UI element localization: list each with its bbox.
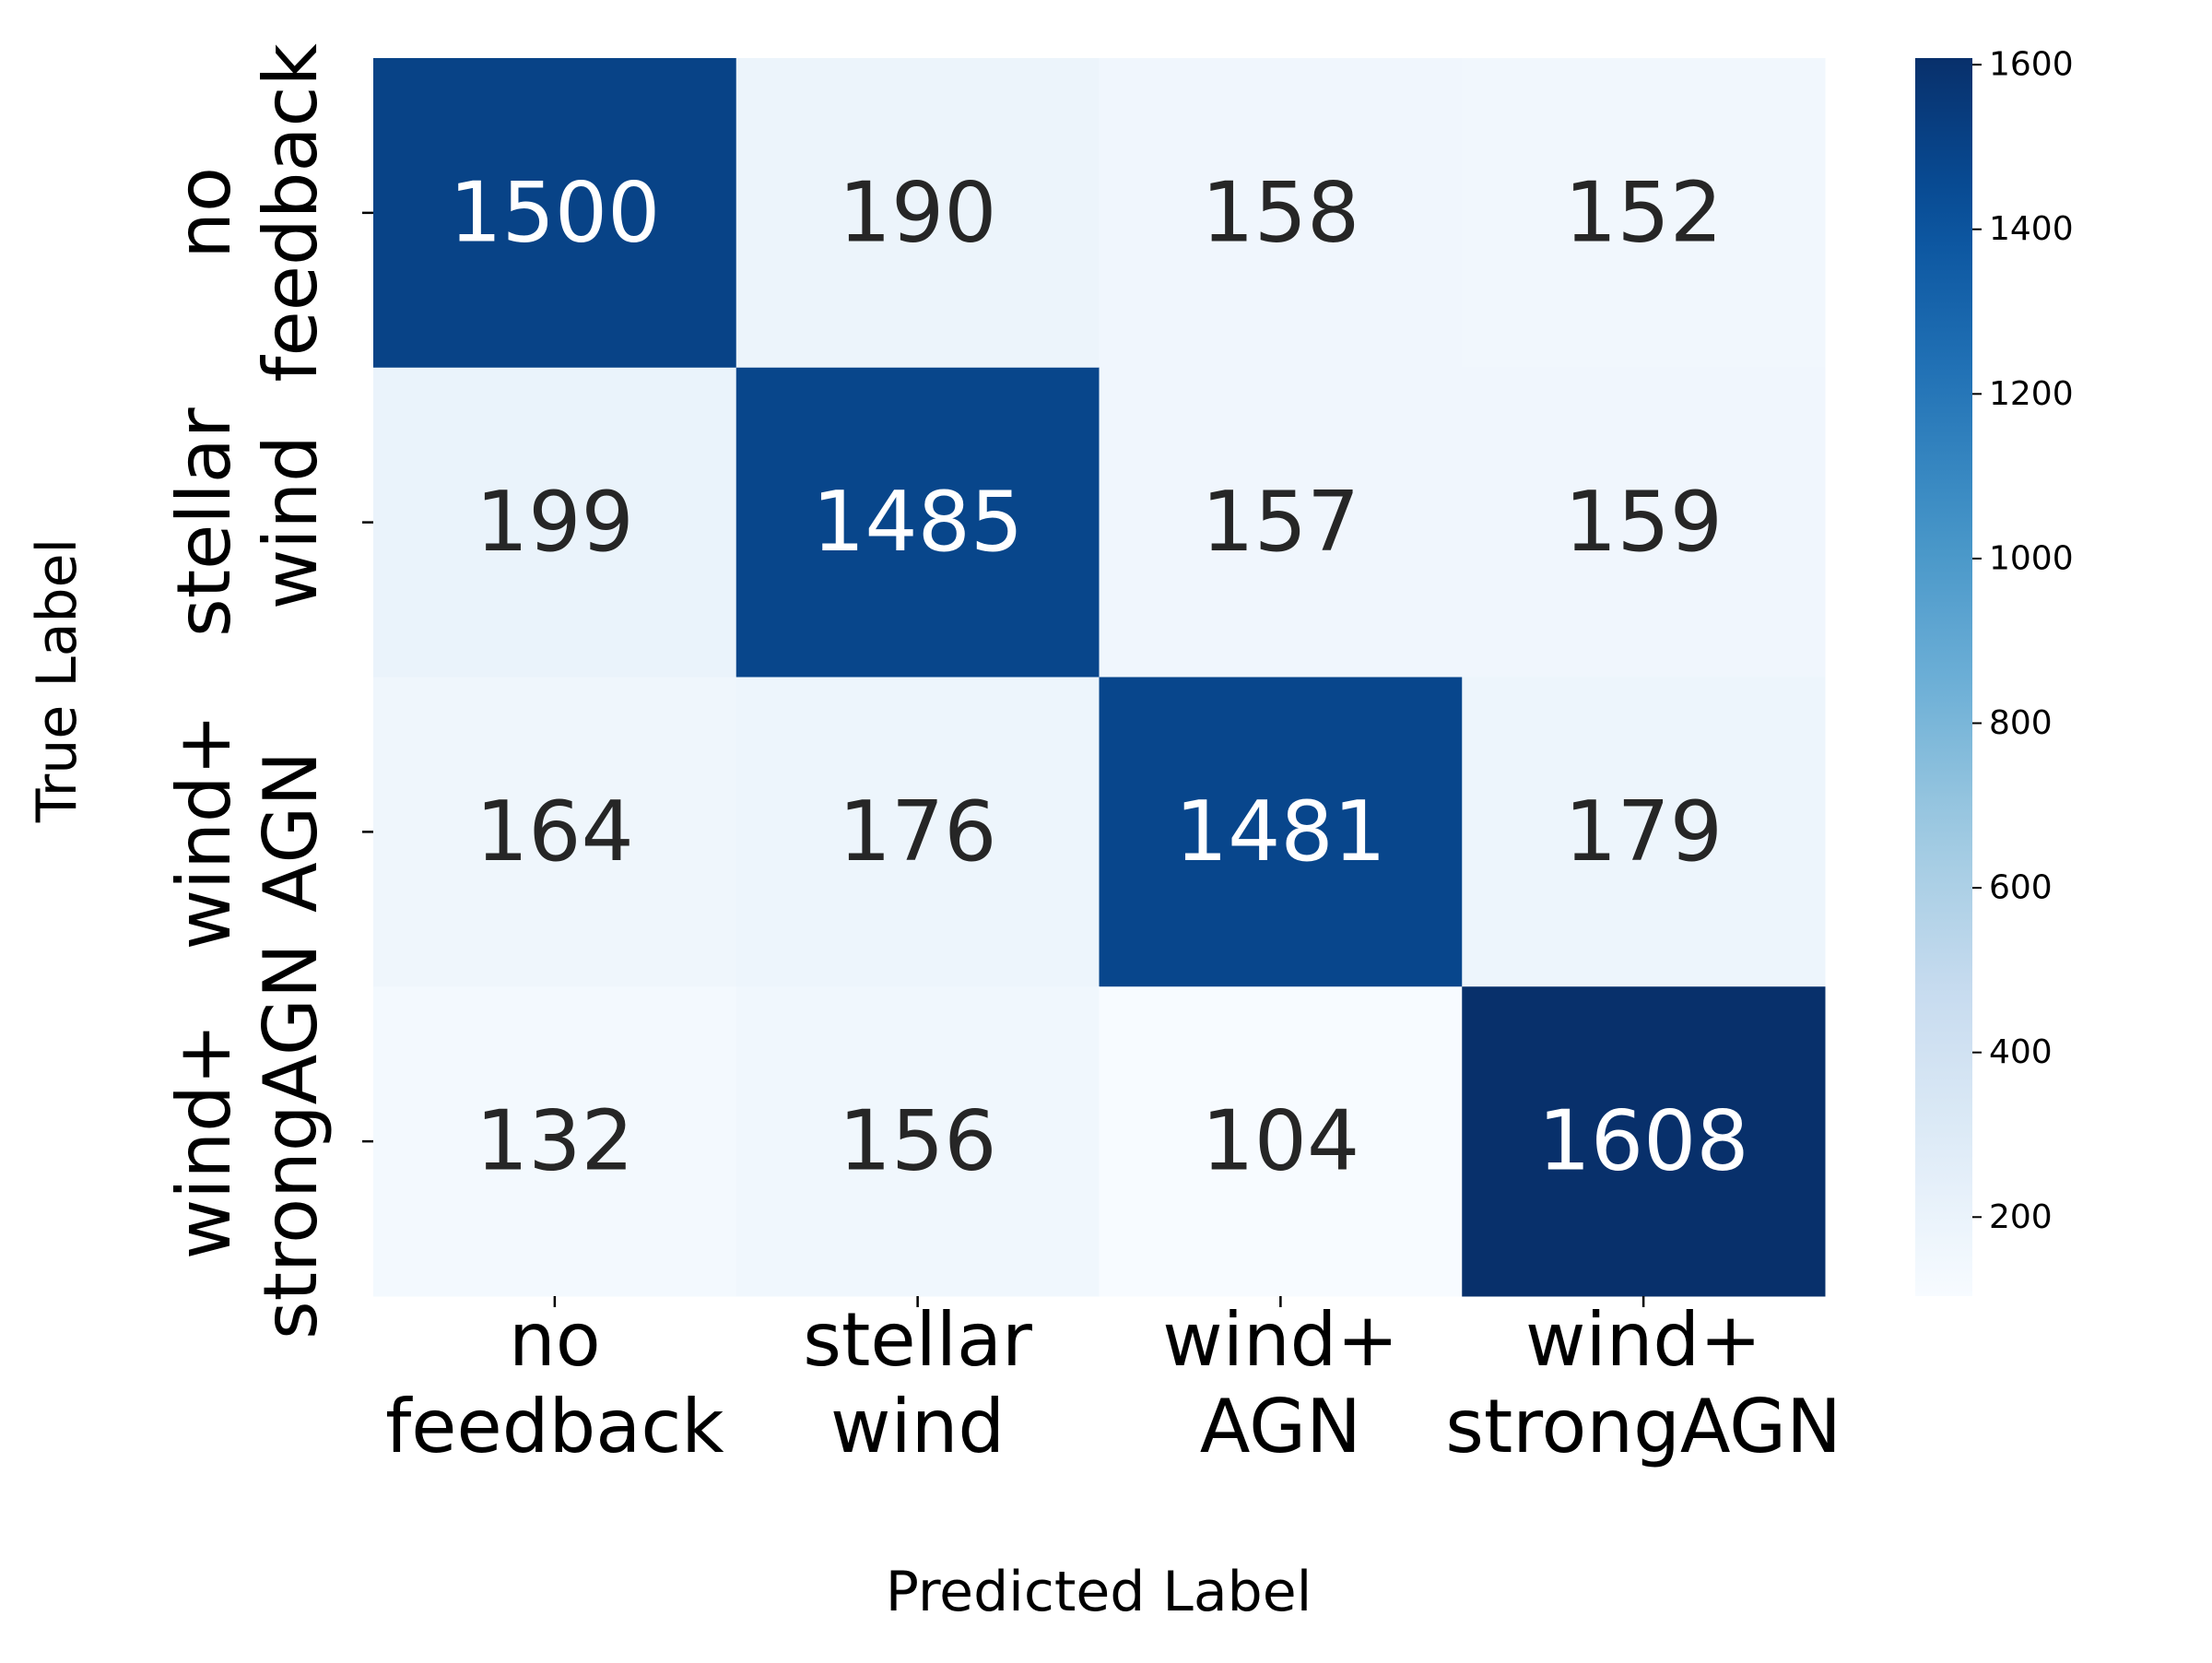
heatmap-cell	[1099, 986, 1463, 1297]
cell-value-label: 1608	[1538, 1093, 1749, 1190]
x-tick-label: no feedback	[385, 1297, 724, 1469]
cell-value-label: 158	[1201, 164, 1359, 261]
colorbar-tick-label: 600	[1989, 869, 2053, 907]
heatmap-cell	[735, 58, 1100, 369]
cell-value-label: 156	[839, 1093, 997, 1190]
cell-value-label: 104	[1201, 1093, 1359, 1190]
colorbar-tick-label: 1600	[1989, 46, 2074, 84]
heatmap-cell	[1099, 367, 1463, 678]
cell-value-label: 1500	[449, 164, 660, 261]
colorbar-tick-label: 1400	[1989, 210, 2074, 248]
heatmap-cell	[1099, 677, 1463, 987]
heatmap-cell	[1462, 58, 1826, 369]
heatmap-cell	[735, 367, 1100, 678]
heatmap-cell	[373, 58, 737, 369]
heatmap-cell	[1462, 677, 1826, 987]
cell-annotations: 1500 190 158 152 199 1485 157 159 164 176 1481 179 1…	[449, 164, 1748, 1189]
x-tick-label: wind+ strongAGN	[1445, 1297, 1841, 1469]
cell-value-label: 199	[476, 474, 634, 571]
colorbar: 200 400 600 800 1000 1200 1400 1600	[1915, 46, 2074, 1296]
heatmap-cell	[1099, 58, 1463, 369]
cell-value-label: 152	[1564, 164, 1723, 261]
cell-value-label: 159	[1564, 474, 1723, 571]
cell-value-label: 1481	[1175, 784, 1386, 880]
heatmap-cell	[373, 367, 737, 678]
y-tick-label: nofeedback	[161, 42, 334, 382]
colorbar-tick-label: 200	[1989, 1198, 2053, 1236]
heatmap-cell	[735, 986, 1100, 1297]
y-tick-label: wind+strongAGN	[161, 943, 334, 1339]
x-axis: no feedback stellar wind wind+ AGN wind+ strong…	[385, 1296, 1841, 1469]
x-axis-label: Predicted Label	[886, 1560, 1312, 1624]
colorbar-tick-label: 1200	[1989, 375, 2074, 413]
heatmap-cell	[373, 986, 737, 1297]
heatmap-cell	[1462, 367, 1826, 678]
colorbar-tick-label: 1000	[1989, 539, 2074, 577]
colorbar-tick-label: 800	[1989, 704, 2053, 742]
heatmap-cell	[1462, 986, 1826, 1297]
y-tick-label: stellarwind	[161, 407, 334, 637]
y-axis: nofeedback stellarwind wind+AGNwind+strong…	[161, 42, 373, 1339]
cell-value-label: 164	[476, 784, 634, 880]
cell-value-label: 190	[839, 164, 997, 261]
heatmap-cell	[373, 677, 737, 987]
x-tick-label: wind+ AGN	[1162, 1297, 1398, 1469]
cell-value-label: 132	[476, 1093, 634, 1190]
x-tick-label: stellar wind	[803, 1297, 1032, 1469]
colorbar-tick-label: 400	[1989, 1033, 2053, 1071]
cell-value-label: 179	[1564, 784, 1723, 880]
heatmap-cells	[373, 58, 1826, 1297]
cell-value-label: 176	[839, 784, 997, 880]
heatmap-cell	[735, 677, 1100, 987]
colorbar-gradient	[1915, 58, 1972, 1296]
cell-value-label: 157	[1201, 474, 1359, 571]
cell-value-label: 1485	[812, 474, 1023, 571]
y-tick-label: wind+AGN	[161, 714, 334, 949]
y-axis-label: True Label	[25, 538, 89, 823]
